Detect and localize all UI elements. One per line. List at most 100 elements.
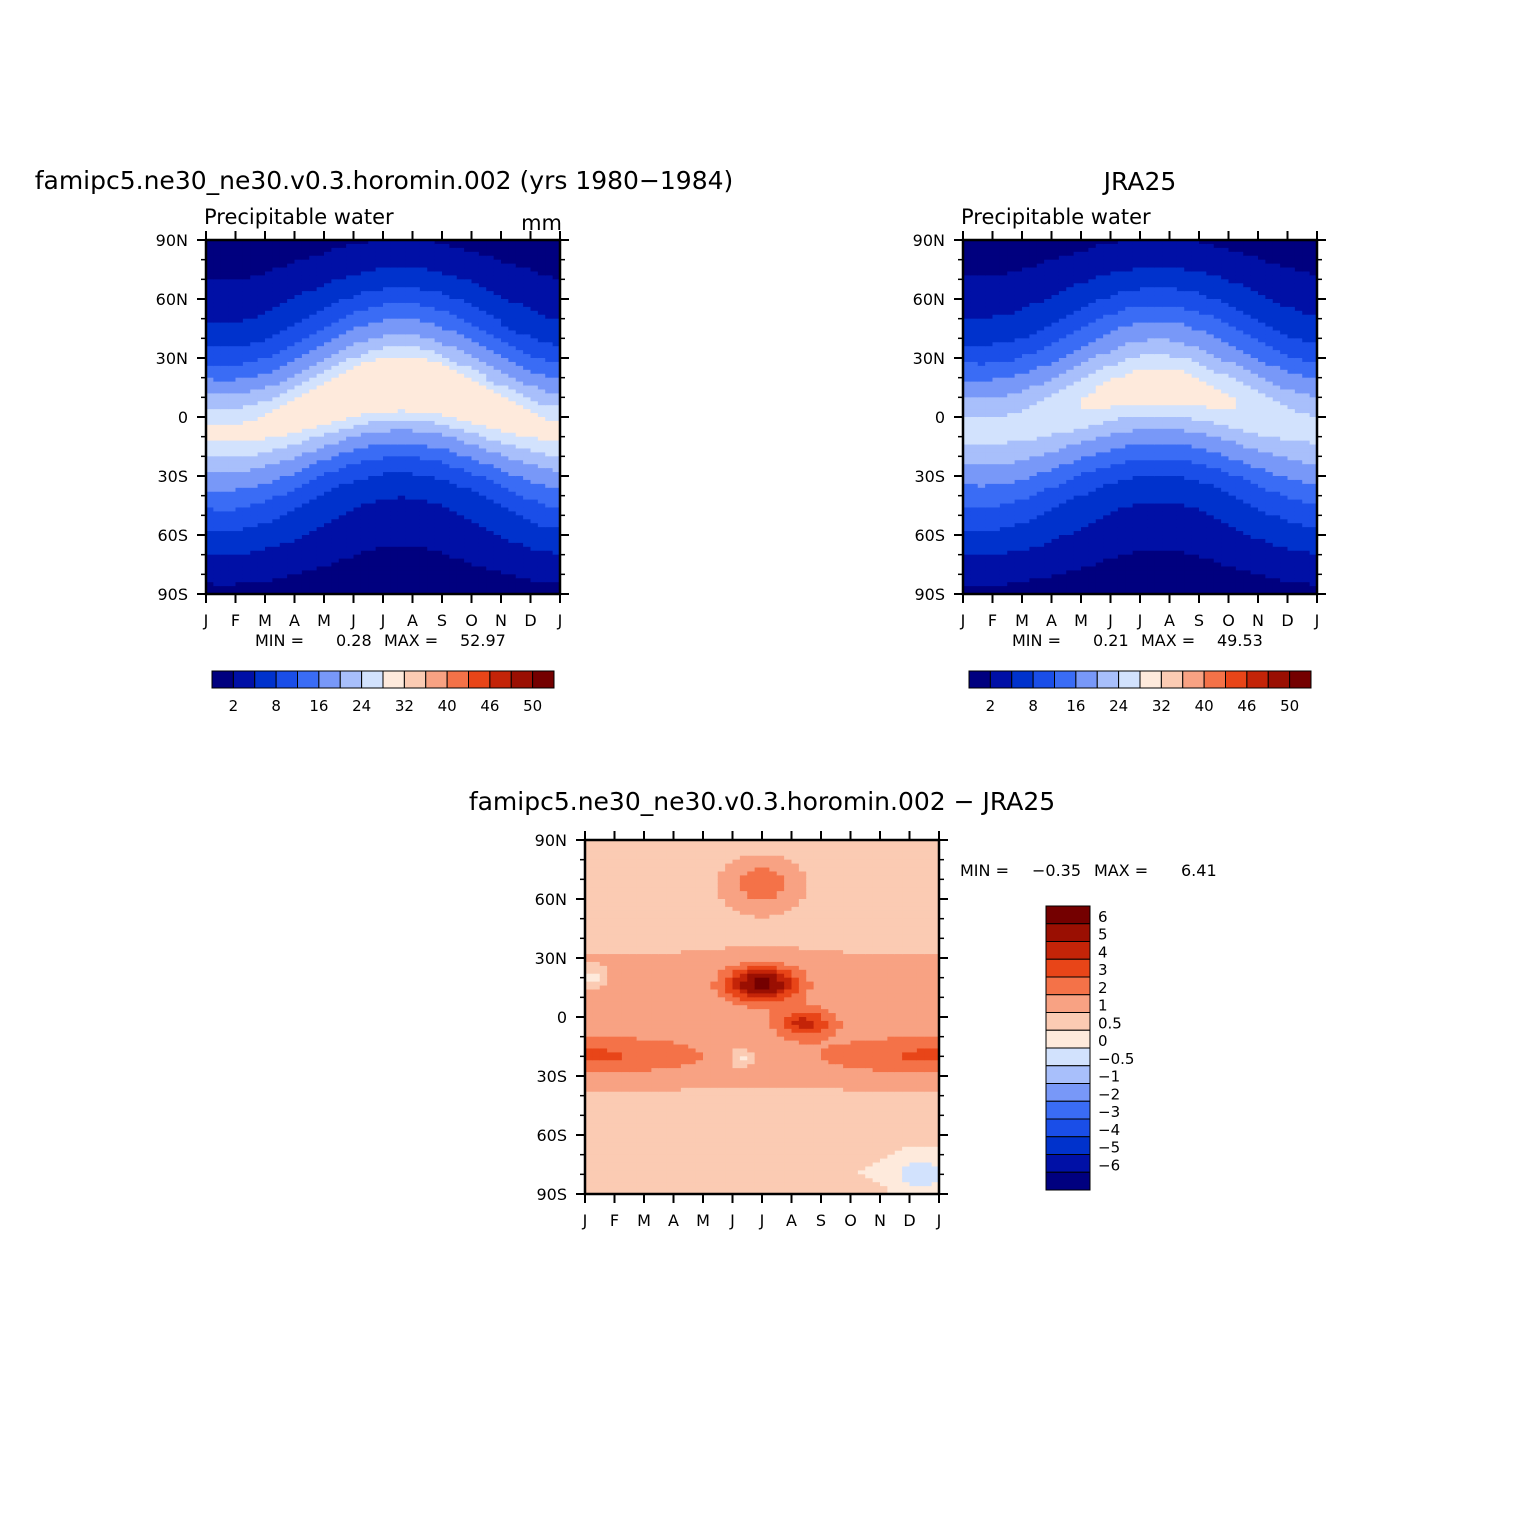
field-cell <box>449 535 458 540</box>
field-cell <box>471 291 480 296</box>
field-cell <box>508 535 517 540</box>
field-cell <box>478 456 487 461</box>
field-cell <box>977 271 986 276</box>
field-cell <box>999 354 1008 359</box>
colorbar-label: 50 <box>523 697 542 715</box>
field-cell <box>537 373 546 379</box>
field-cell <box>449 373 458 379</box>
field-cell <box>257 393 266 398</box>
field-cell <box>390 538 399 544</box>
field-cell <box>316 562 325 568</box>
field-cell <box>213 247 222 253</box>
field-cell <box>235 527 244 532</box>
field-cell <box>478 365 487 371</box>
field-cell <box>353 570 362 575</box>
field-cell <box>523 377 532 383</box>
field-cell <box>963 314 971 320</box>
field-cell <box>324 550 332 556</box>
field-cell <box>301 397 310 402</box>
field-cell <box>206 346 214 351</box>
field-cell <box>294 397 303 402</box>
field-cell <box>493 247 502 253</box>
field-cell <box>397 247 406 253</box>
field-cell <box>346 405 355 410</box>
field-cell <box>206 503 214 509</box>
field-cell <box>294 299 303 304</box>
field-cell <box>456 542 465 548</box>
field-cell <box>228 271 237 276</box>
field-cell <box>419 283 428 288</box>
field-cell <box>331 358 340 363</box>
field-cell <box>419 365 428 371</box>
field-cell <box>383 440 391 446</box>
field-cell <box>530 586 539 591</box>
field-cell <box>316 464 325 469</box>
field-cell <box>368 295 377 300</box>
field-cell <box>368 409 377 414</box>
field-cell <box>257 310 266 316</box>
field-cell <box>963 283 971 288</box>
field-cell <box>970 377 979 383</box>
field-cell <box>552 263 561 269</box>
field-cell <box>390 420 399 426</box>
field-cell <box>242 578 251 583</box>
field-cell <box>963 499 971 505</box>
field-cell <box>464 240 473 245</box>
field-cell <box>242 322 251 328</box>
field-cell <box>242 310 251 316</box>
field-cell <box>383 354 391 359</box>
field-cell <box>493 279 502 284</box>
field-cell <box>368 538 377 544</box>
field-cell <box>970 302 979 308</box>
field-cell <box>985 377 994 383</box>
field-cell <box>985 417 994 422</box>
field-cell <box>257 279 266 284</box>
field-cell <box>523 531 532 536</box>
field-cell <box>220 271 229 276</box>
field-cell <box>434 287 443 292</box>
field-cell <box>552 417 561 422</box>
field-cell <box>257 365 266 371</box>
field-cell <box>228 299 237 304</box>
field-cell <box>220 279 229 284</box>
field-cell <box>353 515 362 520</box>
field-cell <box>324 279 332 284</box>
field-cell <box>213 369 222 375</box>
field-cell <box>515 350 524 355</box>
field-cell <box>346 287 355 292</box>
field-cell <box>235 495 244 501</box>
field-cell <box>257 302 266 308</box>
field-cell <box>537 586 546 591</box>
field-cell <box>346 499 355 505</box>
field-cell <box>523 318 532 324</box>
field-cell <box>985 255 994 261</box>
field-cell <box>970 310 979 316</box>
y-tick-label: 90N <box>156 231 188 250</box>
field-cell <box>331 377 340 383</box>
field-cell <box>999 267 1008 273</box>
colorbar-box <box>403 670 427 689</box>
field-cell <box>515 562 524 568</box>
field-cell <box>279 271 288 276</box>
field-cell <box>552 405 561 410</box>
field-cell <box>985 440 994 446</box>
field-cell <box>235 299 244 304</box>
field-cell <box>265 299 273 304</box>
field-cell <box>970 586 979 591</box>
field-cell <box>977 519 986 524</box>
field-cell <box>220 566 229 571</box>
field-cell <box>530 318 539 324</box>
field-cell <box>963 267 971 273</box>
field-cell <box>508 259 517 265</box>
field-cell <box>257 479 266 485</box>
field-cell <box>353 578 362 583</box>
field-cell <box>294 263 303 269</box>
field-cell <box>970 452 979 457</box>
field-cell <box>537 527 546 532</box>
field-cell <box>523 566 532 571</box>
field-cell <box>405 511 414 516</box>
field-cell <box>265 401 273 406</box>
field-cell <box>235 263 244 269</box>
field-cell <box>985 326 994 332</box>
field-cell <box>486 476 495 481</box>
